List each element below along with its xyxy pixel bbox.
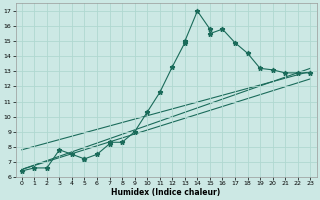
X-axis label: Humidex (Indice chaleur): Humidex (Indice chaleur) bbox=[111, 188, 221, 197]
